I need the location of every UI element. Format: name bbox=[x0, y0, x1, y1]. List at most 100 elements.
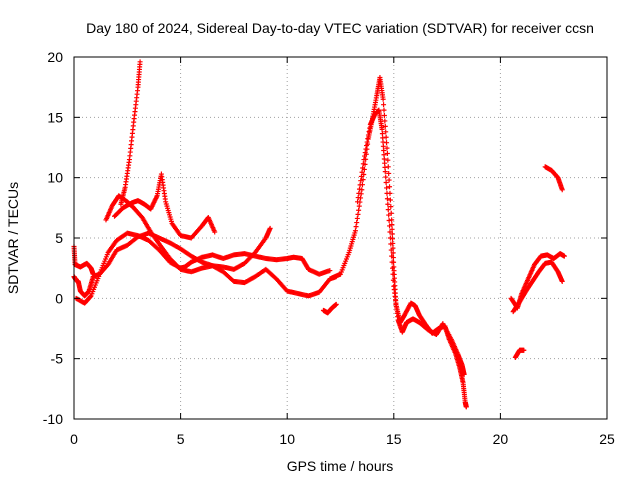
data-point bbox=[389, 253, 395, 259]
data-point bbox=[366, 129, 372, 135]
y-tick-label: -10 bbox=[43, 411, 63, 427]
data-point bbox=[362, 153, 368, 159]
data-point bbox=[358, 173, 364, 179]
y-axis-label: SDTVAR / TECUs bbox=[5, 182, 21, 294]
data-point bbox=[354, 215, 360, 221]
data-point bbox=[388, 204, 394, 210]
data-point bbox=[387, 223, 393, 229]
data-point bbox=[381, 148, 387, 154]
series-sat-d bbox=[103, 193, 273, 275]
data-point bbox=[356, 207, 362, 213]
data-point bbox=[385, 164, 391, 170]
data-point bbox=[383, 129, 389, 135]
data-point bbox=[380, 135, 386, 141]
data-point bbox=[379, 131, 385, 137]
data-point bbox=[384, 196, 390, 202]
data-point bbox=[384, 140, 390, 146]
data-point bbox=[364, 143, 370, 149]
data-point bbox=[559, 278, 565, 284]
data-point bbox=[386, 212, 392, 218]
data-point bbox=[521, 347, 527, 353]
data-point bbox=[388, 210, 394, 216]
data-point bbox=[561, 253, 567, 259]
data-point bbox=[379, 126, 385, 132]
series-sat-b bbox=[71, 230, 339, 299]
data-point bbox=[380, 143, 386, 149]
data-point bbox=[360, 165, 366, 171]
x-tick-label: 5 bbox=[177, 431, 185, 447]
data-point bbox=[363, 146, 369, 152]
data-point bbox=[362, 150, 368, 156]
data-point bbox=[360, 161, 366, 167]
series-sat-f bbox=[118, 59, 143, 207]
series-sat-m bbox=[542, 164, 565, 193]
data-point bbox=[359, 187, 365, 193]
data-point bbox=[389, 226, 395, 232]
x-tick-label: 25 bbox=[599, 431, 615, 447]
data-point bbox=[381, 113, 387, 119]
data-point bbox=[352, 228, 358, 234]
data-point bbox=[383, 174, 389, 180]
data-point bbox=[381, 107, 387, 113]
series-sat-g bbox=[329, 75, 469, 410]
data-point bbox=[87, 294, 93, 300]
data-point bbox=[358, 178, 364, 184]
data-point bbox=[380, 96, 386, 102]
y-tick-label: 15 bbox=[47, 109, 63, 125]
data-point bbox=[356, 203, 362, 209]
data-point bbox=[390, 277, 396, 283]
data-point bbox=[267, 225, 273, 231]
data-point bbox=[388, 241, 394, 247]
data-point bbox=[364, 139, 370, 145]
data-point bbox=[387, 197, 393, 203]
data-point bbox=[388, 247, 394, 253]
data-point bbox=[380, 139, 386, 145]
data-point bbox=[367, 125, 373, 131]
data-point bbox=[355, 211, 361, 217]
series-sat-l bbox=[510, 259, 565, 315]
data-point bbox=[463, 404, 469, 410]
y-tick-label: 20 bbox=[47, 49, 63, 65]
data-point bbox=[356, 190, 362, 196]
data-point bbox=[333, 301, 339, 307]
data-point bbox=[389, 217, 395, 223]
data-point bbox=[359, 169, 365, 175]
data-point bbox=[137, 59, 143, 65]
data-point bbox=[385, 207, 391, 213]
axis-ticks: 0 5 10 15 20 25 -10 -5 0 5 10 15 20 bbox=[43, 49, 615, 447]
data-point bbox=[390, 250, 396, 256]
y-tick-label: 0 bbox=[55, 290, 63, 306]
data-point bbox=[381, 152, 387, 158]
data-markers bbox=[71, 59, 567, 410]
data-point bbox=[381, 156, 387, 162]
x-tick-label: 20 bbox=[493, 431, 509, 447]
data-point bbox=[382, 169, 388, 175]
x-tick-label: 10 bbox=[279, 431, 295, 447]
data-point bbox=[390, 271, 396, 277]
data-point bbox=[356, 186, 362, 192]
data-point bbox=[387, 235, 393, 241]
series-sat-e bbox=[112, 171, 218, 241]
data-point bbox=[381, 102, 387, 108]
chart-title: Day 180 of 2024, Sidereal Day-to-day VTE… bbox=[86, 20, 594, 36]
data-point bbox=[386, 170, 392, 176]
data-point bbox=[559, 187, 565, 193]
data-point bbox=[327, 268, 333, 274]
data-point bbox=[382, 160, 388, 166]
x-axis-label: GPS time / hours bbox=[287, 458, 394, 474]
y-tick-label: 5 bbox=[55, 230, 63, 246]
data-point bbox=[384, 185, 390, 191]
data-point bbox=[384, 145, 390, 151]
data-point bbox=[387, 184, 393, 190]
data-point bbox=[361, 157, 367, 163]
data-point bbox=[382, 118, 388, 124]
data-point bbox=[355, 195, 361, 201]
series-sat-i bbox=[320, 301, 339, 316]
data-point bbox=[383, 134, 389, 140]
data-point bbox=[385, 201, 391, 207]
data-point bbox=[355, 199, 361, 205]
data-point bbox=[385, 157, 391, 163]
data-point bbox=[386, 177, 392, 183]
data-point bbox=[383, 179, 389, 185]
